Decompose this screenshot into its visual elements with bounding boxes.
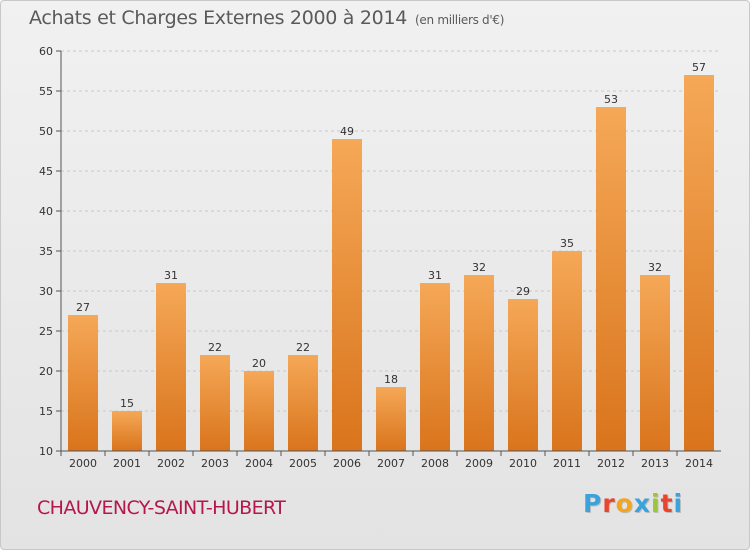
x-tick-label: 2012 <box>597 457 625 470</box>
logo-letter: i <box>673 489 684 518</box>
bar-value-label: 53 <box>604 93 618 106</box>
bar <box>464 275 494 451</box>
bar <box>332 139 362 451</box>
logo-letter: x <box>633 489 651 518</box>
x-tick-label: 2009 <box>465 457 493 470</box>
bar <box>244 371 274 451</box>
logo-letter: t <box>660 489 674 518</box>
bar-value-label: 29 <box>516 285 530 298</box>
bar-value-label: 22 <box>296 341 310 354</box>
proxiti-logo: Proxiti <box>583 489 683 518</box>
bar-value-label: 22 <box>208 341 222 354</box>
x-tick-label: 2000 <box>69 457 97 470</box>
y-tick-label: 55 <box>39 85 53 98</box>
bar <box>112 411 142 451</box>
x-tick-label: 2004 <box>245 457 273 470</box>
y-tick-label: 40 <box>39 205 53 218</box>
x-tick-label: 2008 <box>421 457 449 470</box>
bar-value-label: 31 <box>164 269 178 282</box>
y-tick-label: 60 <box>39 45 53 58</box>
chart-title: Achats et Charges Externes 2000 à 2014 (e… <box>29 7 504 29</box>
y-tick-label: 35 <box>39 245 53 258</box>
logo-letter: r <box>602 489 616 518</box>
x-tick-label: 2002 <box>157 457 185 470</box>
x-tick-label: 2011 <box>553 457 581 470</box>
logo-letter: o <box>615 489 634 518</box>
bar-value-label: 32 <box>648 261 662 274</box>
bar-value-label: 49 <box>340 125 354 138</box>
bar <box>376 387 406 451</box>
x-tick-label: 2001 <box>113 457 141 470</box>
logo-letter: i <box>651 489 661 518</box>
y-tick-label: 45 <box>39 165 53 178</box>
bar <box>596 107 626 451</box>
x-tick-label: 2007 <box>377 457 405 470</box>
y-tick-label: 10 <box>39 445 53 458</box>
bar-value-label: 35 <box>560 237 574 250</box>
bar <box>552 251 582 451</box>
bar <box>288 355 318 451</box>
chart-unit: (en milliers d'€) <box>415 13 505 27</box>
commune-name: CHAUVENCY-SAINT-HUBERT <box>37 497 286 519</box>
bar <box>68 315 98 451</box>
x-tick-label: 2013 <box>641 457 669 470</box>
bar <box>420 283 450 451</box>
y-tick-label: 15 <box>39 405 53 418</box>
bar <box>684 75 714 451</box>
bar-value-label: 32 <box>472 261 486 274</box>
bar <box>156 283 186 451</box>
x-tick-label: 2003 <box>201 457 229 470</box>
axes: 10 15 20 25 30 35 40 45 50 55 60 2000 2001 2002 2003 20… <box>39 45 721 470</box>
bar <box>640 275 670 451</box>
bar-value-label: 57 <box>692 61 706 74</box>
bar <box>200 355 230 451</box>
y-tick-label: 20 <box>39 365 53 378</box>
logo-letter: P <box>583 489 603 518</box>
bar-value-label: 18 <box>384 373 398 386</box>
x-tick-label: 2005 <box>289 457 317 470</box>
x-tick-label: 2010 <box>509 457 537 470</box>
y-tick-label: 30 <box>39 285 53 298</box>
y-tick-label: 50 <box>39 125 53 138</box>
bars: 27 15 31 22 20 22 49 18 31 32 29 35 53 32 57 <box>68 61 714 451</box>
bar-value-label: 20 <box>252 357 266 370</box>
bar-value-label: 31 <box>428 269 442 282</box>
chart-title-text: Achats et Charges Externes 2000 à 2014 <box>29 7 408 29</box>
x-tick-label: 2014 <box>685 457 713 470</box>
bar-value-label: 27 <box>76 301 90 314</box>
x-tick-label: 2006 <box>333 457 361 470</box>
bar-value-label: 15 <box>120 397 134 410</box>
y-tick-label: 25 <box>39 325 53 338</box>
bar <box>508 299 538 451</box>
